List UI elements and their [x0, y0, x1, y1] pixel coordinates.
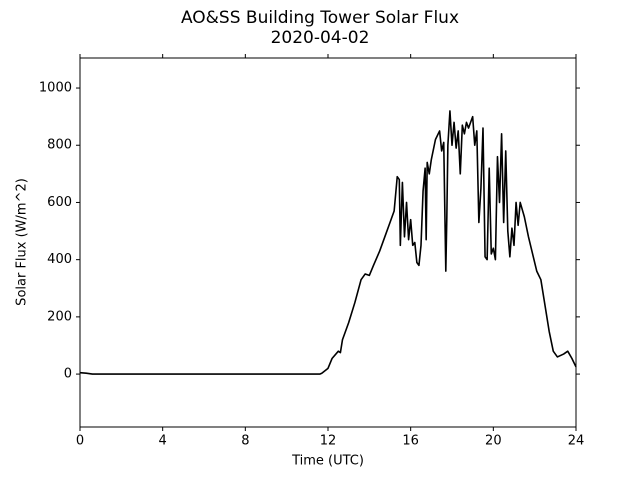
- y-tick-label: 0: [64, 367, 72, 382]
- chart-title: AO&SS Building Tower Solar Flux: [181, 8, 459, 28]
- plot-frame: [79, 57, 577, 428]
- x-tick-label: 20: [485, 434, 502, 449]
- chart-subtitle: 2020-04-02: [271, 28, 370, 48]
- y-tick-label: 800: [47, 138, 72, 153]
- x-axis-label: Time (UTC): [291, 454, 364, 469]
- y-axis-label: Solar Flux (W/m^2): [15, 178, 30, 306]
- y-tick-label: 400: [47, 252, 72, 267]
- x-tick-label: 4: [159, 434, 167, 449]
- data-line: [79, 110, 577, 375]
- y-tick-label: 1000: [39, 81, 72, 96]
- x-tick-label: 24: [568, 434, 585, 449]
- x-tick-label: 12: [320, 434, 337, 449]
- x-tick-label: 8: [241, 434, 249, 449]
- x-tick-label: 16: [402, 434, 419, 449]
- x-tick-label: 0: [76, 434, 84, 449]
- y-tick-label: 600: [47, 195, 72, 210]
- y-tick-label: 200: [47, 309, 72, 324]
